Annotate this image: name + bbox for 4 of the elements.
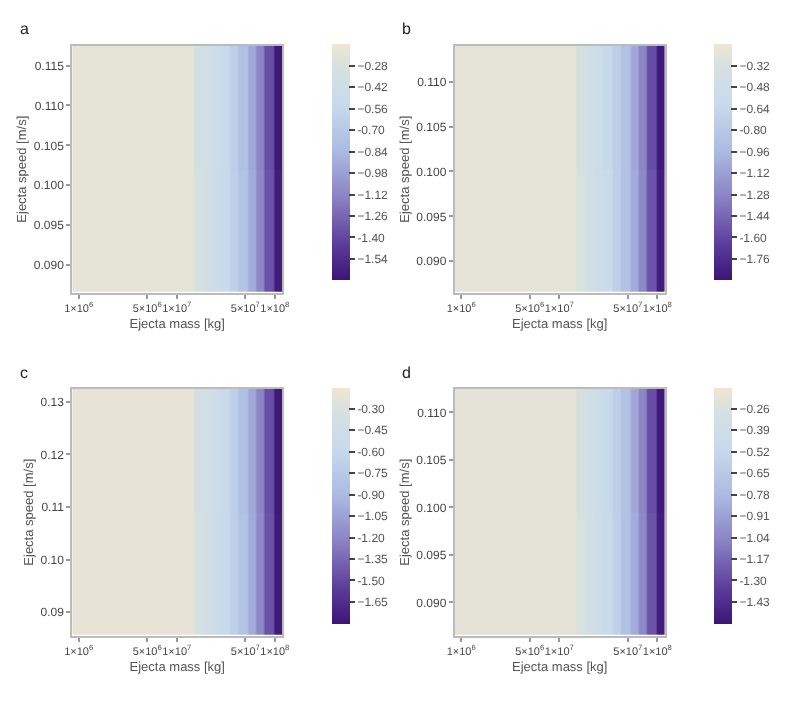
chart-title: a bbox=[20, 20, 30, 38]
chart-title: c bbox=[20, 364, 28, 382]
chart-title: d bbox=[402, 364, 411, 382]
chart-title: b bbox=[402, 20, 412, 38]
